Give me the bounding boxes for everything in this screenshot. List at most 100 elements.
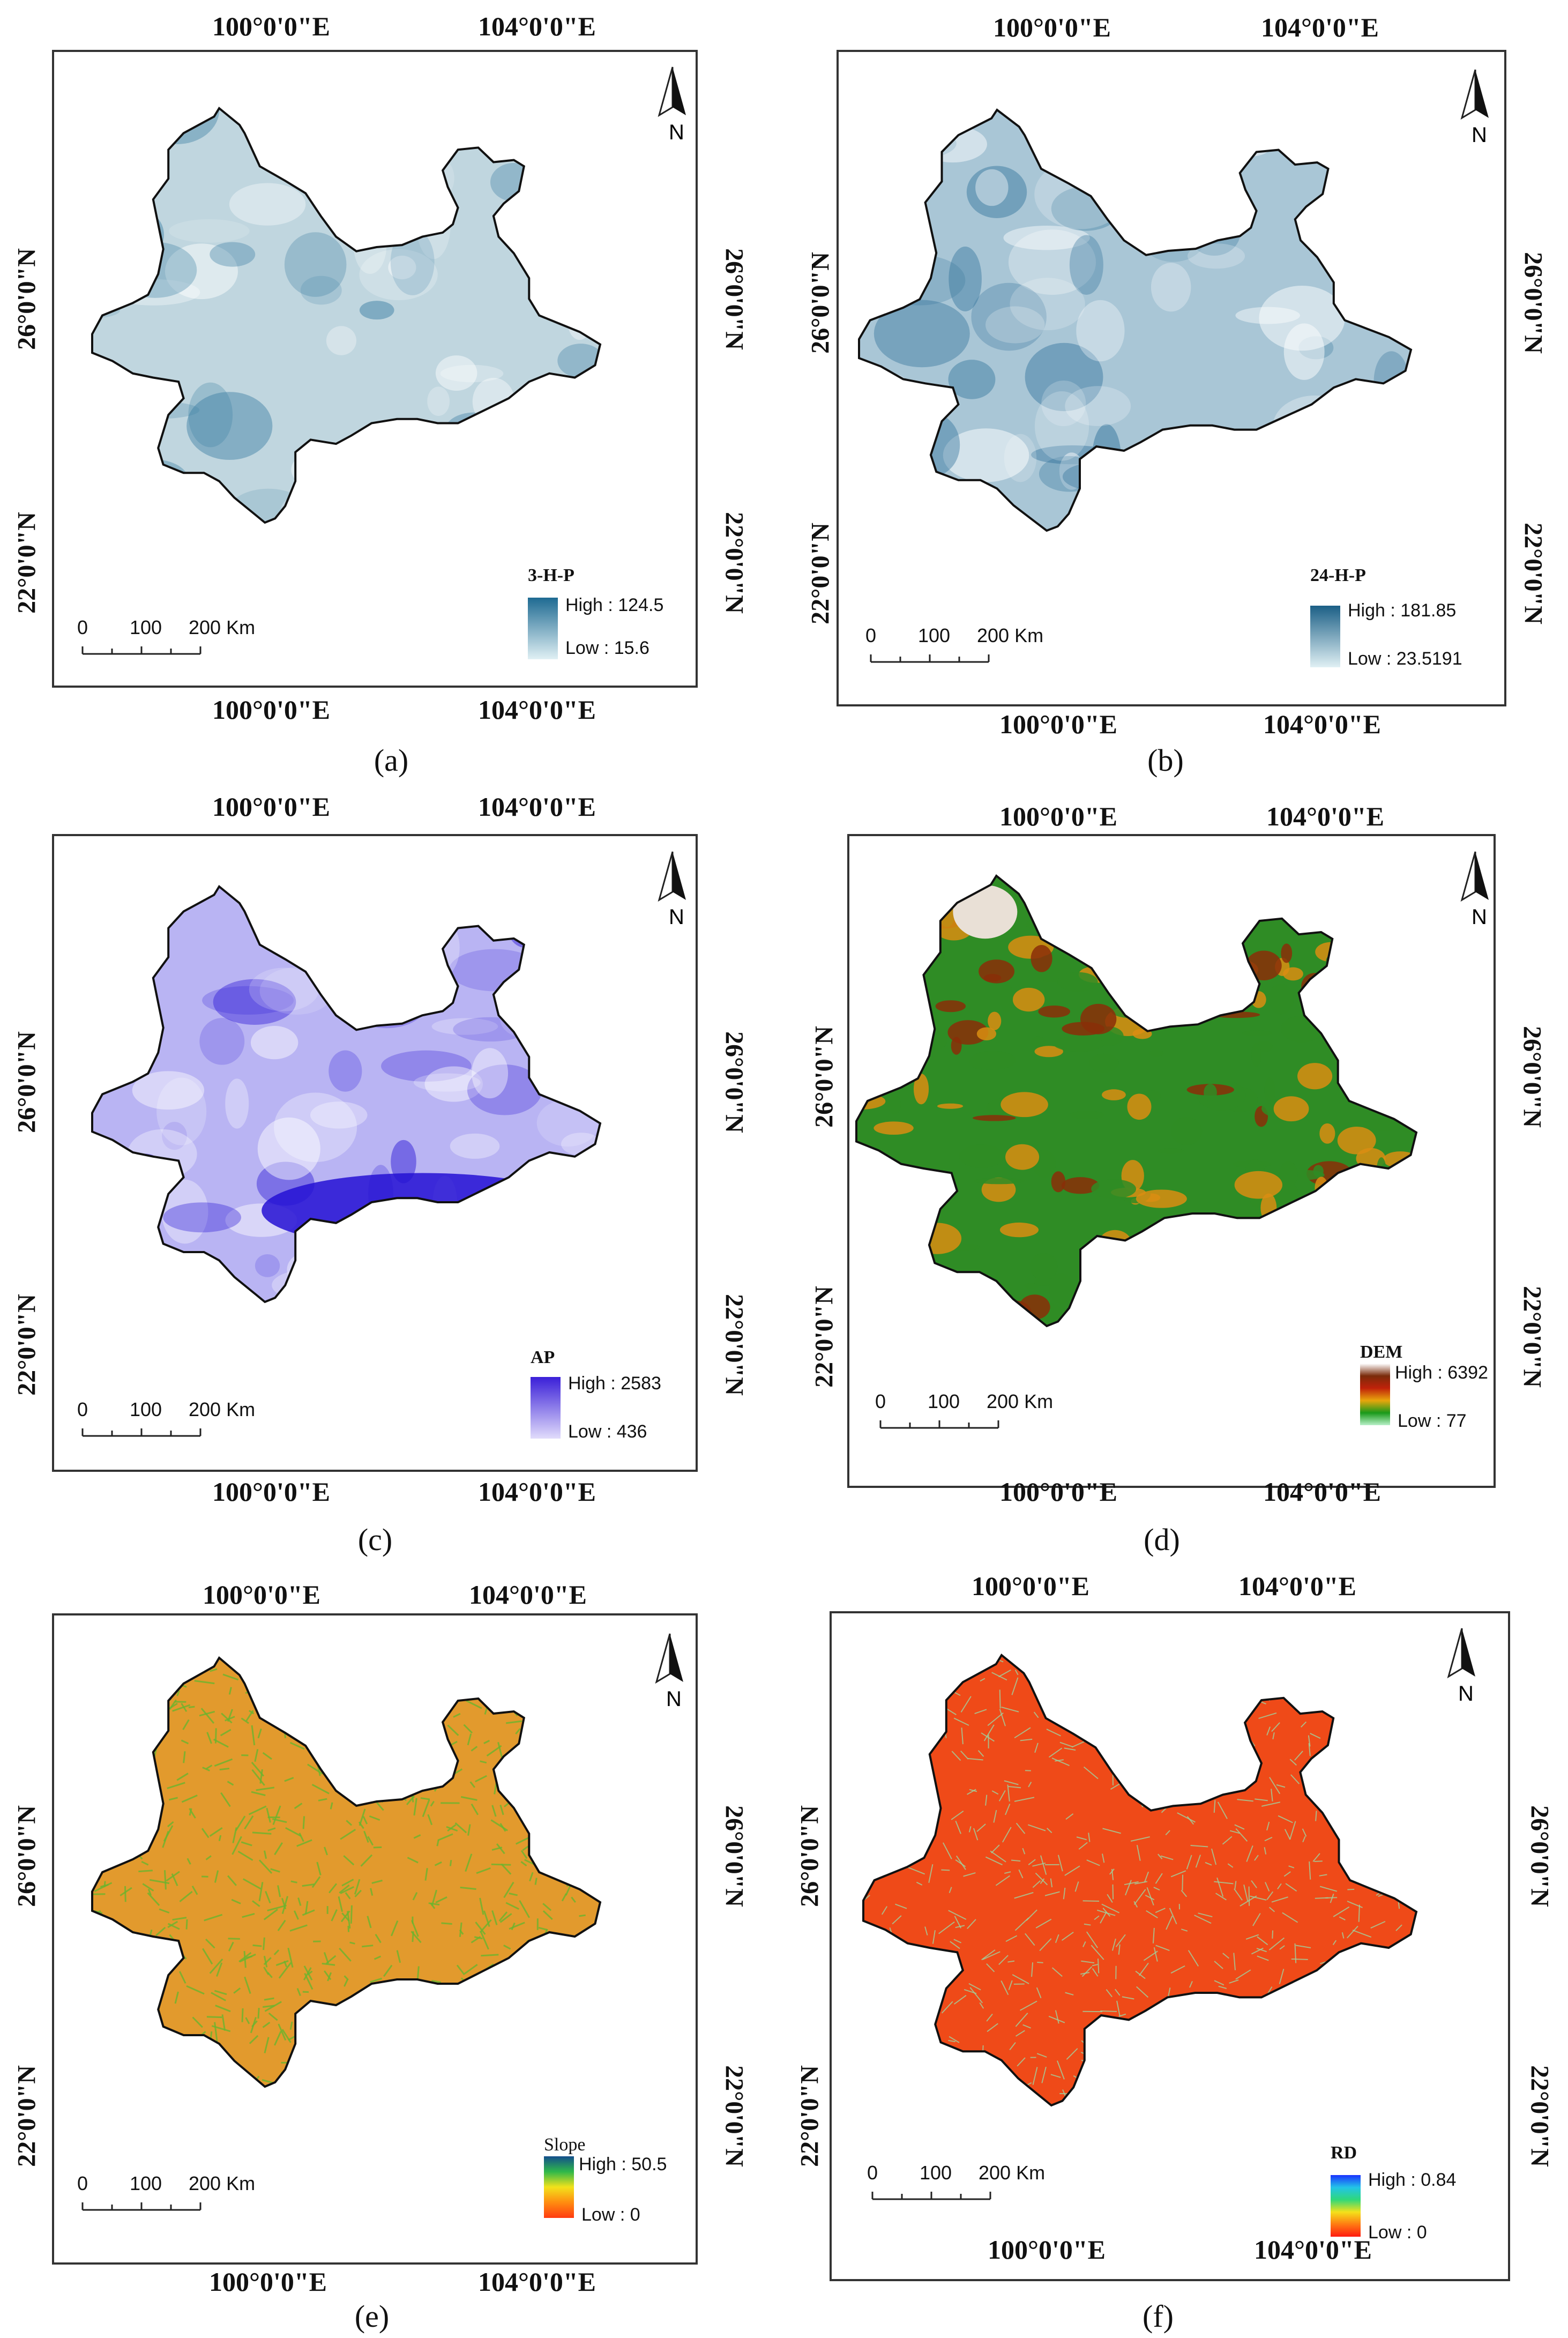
scale-100: 100	[920, 2162, 952, 2184]
scale-200: 200 Km	[987, 1390, 1054, 1412]
legend-title: DEM	[1360, 1342, 1403, 1362]
legend-high: High : 50.5	[579, 2154, 667, 2175]
lon-label-top-left: 100°0'0"E	[212, 11, 330, 41]
legend-low: Low : 23.5191	[1348, 649, 1462, 669]
lat-label-right-upper: 26°0'0"N	[1525, 1805, 1554, 1907]
lat-label-left-lower: 22°0'0"N	[806, 523, 835, 624]
lon-label-bottom-left: 100°0'0"E	[212, 1477, 330, 1507]
lat-label-right-upper: 26°0'0"N	[720, 1031, 749, 1133]
province-boundary	[91, 107, 602, 524]
legend-title: RD	[1331, 2143, 1357, 2163]
panel-caption: (f)	[1143, 2299, 1174, 2334]
legend-low: Low : 0	[1368, 2222, 1427, 2243]
scale-100: 100	[130, 1398, 162, 1420]
province-map-c	[91, 885, 602, 1304]
north-label: N	[666, 1687, 682, 1711]
province-boundary	[862, 1654, 1418, 2107]
lon-label-bottom-left: 100°0'0"E	[999, 1477, 1117, 1507]
lon-label-bottom-left: 100°0'0"E	[209, 2267, 327, 2297]
lon-label-bottom-right: 104°0'0"E	[1254, 2235, 1372, 2265]
panel-caption: (c)	[357, 1522, 393, 1557]
legend-color-ramp	[544, 2156, 574, 2218]
province-map-a	[91, 107, 602, 524]
legend-color-ramp	[1331, 2175, 1361, 2237]
scale-200: 200 Km	[189, 1398, 256, 1420]
legend-color-ramp	[1360, 1364, 1390, 1425]
map-panel-d: 100°0'0"E 104°0'0"E 100°0'0"E 104°0'0"E …	[784, 779, 1568, 1559]
scale-200: 200 Km	[189, 2172, 256, 2194]
lon-label-bottom-left: 100°0'0"E	[988, 2235, 1106, 2265]
province-map-d	[855, 874, 1418, 1328]
legend-color-ramp	[1310, 606, 1340, 667]
map-fill	[856, 876, 1416, 1326]
panel-caption: (a)	[374, 743, 409, 778]
lon-label-top-right: 104°0'0"E	[469, 1580, 587, 1610]
lat-label-right-lower: 22°0'0"N	[1519, 523, 1548, 624]
province-boundary	[858, 108, 1413, 532]
scale-0: 0	[77, 1398, 88, 1420]
scale-100: 100	[918, 624, 951, 646]
lon-label-top-right: 104°0'0"E	[1266, 801, 1384, 831]
scale-100: 100	[130, 2172, 162, 2194]
scale-100: 100	[928, 1390, 960, 1412]
panel-caption: (d)	[1144, 1522, 1180, 1557]
lat-label-right-upper: 26°0'0"N	[720, 1805, 749, 1907]
scale-0: 0	[865, 624, 877, 646]
province-boundary	[855, 874, 1418, 1328]
lon-label-top-right: 104°0'0"E	[1238, 1571, 1356, 1601]
lat-label-left-lower: 22°0'0"N	[12, 1294, 41, 1396]
lon-label-top-left: 100°0'0"E	[212, 792, 330, 822]
map-panel-a: 100°0'0"E 104°0'0"E 100°0'0"E 104°0'0"E …	[0, 0, 784, 779]
legend-title: AP	[531, 1347, 555, 1367]
lon-label-top-right: 104°0'0"E	[478, 11, 596, 41]
lon-label-bottom-right: 104°0'0"E	[1263, 1477, 1381, 1507]
legend-color-ramp	[528, 598, 558, 659]
lon-label-top-right: 104°0'0"E	[1261, 12, 1379, 42]
lon-label-top-right: 104°0'0"E	[478, 792, 596, 822]
lon-label-bottom-right: 104°0'0"E	[1263, 709, 1381, 739]
legend-low: Low : 436	[568, 1421, 647, 1442]
lon-label-bottom-right: 104°0'0"E	[478, 1477, 596, 1507]
north-arrow-icon: N	[646, 1631, 694, 1711]
scale-200: 200 Km	[979, 2162, 1046, 2184]
scale-200: 200 Km	[977, 624, 1044, 646]
legend-title: 24-H-P	[1310, 565, 1366, 585]
lat-label-left-lower: 22°0'0"N	[810, 1286, 839, 1388]
lat-label-right-upper: 26°0'0"N	[1518, 1026, 1547, 1128]
north-arrow-icon: N	[1438, 1626, 1486, 1706]
lat-label-left-upper: 26°0'0"N	[810, 1026, 839, 1128]
map-fill	[92, 1658, 600, 2087]
lat-label-right-lower: 22°0'0"N	[1525, 2065, 1554, 2167]
scale-0: 0	[867, 2162, 878, 2184]
legend-title: 3-H-P	[528, 565, 574, 585]
lon-label-bottom-right: 104°0'0"E	[478, 695, 596, 725]
province-boundary	[91, 885, 602, 1304]
lat-label-left-upper: 26°0'0"N	[806, 252, 835, 354]
north-arrow-icon: N	[1451, 849, 1499, 929]
province-map-e	[91, 1656, 602, 2088]
lat-label-left-lower: 22°0'0"N	[12, 2065, 41, 2167]
north-label: N	[1472, 123, 1487, 147]
north-arrow-icon: N	[648, 849, 697, 929]
north-label: N	[1458, 1682, 1474, 1706]
legend-low: Low : 15.6	[565, 638, 649, 658]
north-label: N	[669, 905, 684, 929]
map-fill	[863, 1655, 1416, 2105]
north-label: N	[1472, 905, 1487, 929]
north-label: N	[669, 121, 684, 144]
lat-label-right-upper: 26°0'0"N	[720, 248, 749, 350]
lon-label-bottom-left: 100°0'0"E	[999, 709, 1117, 739]
legend-color-ramp	[531, 1377, 561, 1439]
map-panel-c: 100°0'0"E 104°0'0"E 100°0'0"E 104°0'0"E …	[0, 779, 784, 1559]
lat-label-right-lower: 22°0'0"N	[720, 2065, 749, 2167]
map-panel-e: 100°0'0"E 104°0'0"E 100°0'0"E 104°0'0"E …	[0, 1559, 784, 2338]
lon-label-top-left: 100°0'0"E	[972, 1571, 1089, 1601]
map-panel-f: 100°0'0"E 104°0'0"E 100°0'0"E 104°0'0"E …	[784, 1559, 1568, 2338]
scale-0: 0	[875, 1390, 886, 1412]
north-arrow-icon: N	[648, 64, 697, 145]
lat-label-left-upper: 26°0'0"N	[12, 1031, 41, 1133]
scale-0: 0	[77, 616, 88, 638]
legend-low: Low : 77	[1398, 1411, 1467, 1431]
province-boundary	[91, 1656, 602, 2088]
legend-low: Low : 0	[581, 2205, 640, 2225]
